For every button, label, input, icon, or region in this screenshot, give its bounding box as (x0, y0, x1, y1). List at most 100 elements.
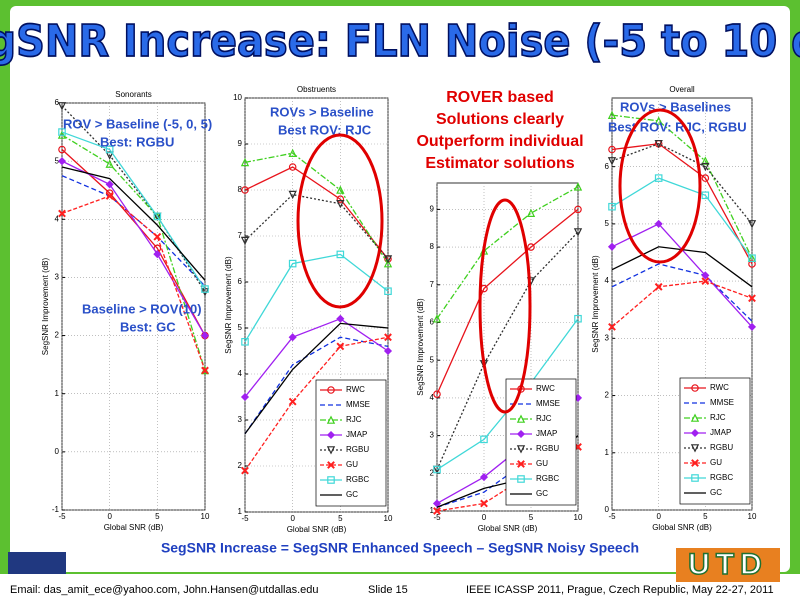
series-line (611, 280, 753, 328)
legend-label: GU (346, 460, 358, 469)
marker (748, 294, 756, 303)
marker (240, 236, 250, 246)
marker (336, 314, 345, 323)
marker (527, 243, 535, 251)
y-tick-label: 1 (605, 448, 610, 457)
legend-label: RJC (536, 414, 552, 423)
legend-label: RGBU (536, 444, 559, 453)
y-tick-label: 10 (233, 93, 242, 102)
marker (201, 285, 209, 293)
legend-marker (516, 429, 526, 439)
annotation: Baseline > ROV(10) (82, 301, 202, 316)
marker (608, 145, 616, 154)
marker (701, 162, 710, 172)
legend-marker (690, 413, 700, 422)
y-tick-label: 1 (238, 507, 243, 516)
formula: SegSNR Increase = SegSNR Enhanced Speech… (161, 540, 639, 556)
y-tick-label: 5 (605, 219, 610, 228)
legend-label: RJC (710, 413, 726, 422)
marker (58, 209, 66, 218)
y-tick-label: 5 (430, 355, 435, 364)
y-tick-label: 8 (238, 185, 243, 194)
chart-title: Obstruents (297, 85, 336, 94)
y-tick-label: 2 (238, 461, 243, 470)
marker (288, 148, 297, 157)
x-tick-label: 10 (384, 514, 393, 523)
highlight-ellipse (618, 108, 702, 264)
utd-logo (676, 548, 780, 582)
marker (701, 271, 710, 280)
marker (105, 192, 114, 200)
series-line (436, 208, 579, 395)
annotation: ROVs > Baselines (620, 99, 731, 114)
y-tick-label: 5 (238, 323, 243, 332)
marker (701, 277, 710, 286)
series-line (244, 318, 389, 398)
y-tick-label: 2 (605, 391, 610, 400)
legend-marker (691, 474, 699, 482)
y-tick-label: 5 (55, 156, 60, 165)
series-line (244, 193, 389, 260)
marker (383, 259, 393, 268)
conf-logo (8, 552, 66, 574)
x-tick-label: -5 (241, 514, 249, 523)
series-line (61, 134, 206, 371)
legend-label: RWC (346, 385, 365, 394)
series-line (611, 263, 753, 322)
marker (383, 346, 393, 356)
chart-title: Sonorants (115, 90, 151, 99)
marker (383, 255, 393, 264)
legend-label: RGBU (710, 443, 733, 452)
legend-label: GC (710, 488, 722, 497)
marker (607, 157, 617, 166)
legend-marker (691, 459, 699, 467)
y-axis-label: SegSNR Improvement (dB) (591, 255, 600, 353)
marker (608, 202, 616, 211)
marker (105, 180, 114, 189)
marker (748, 260, 756, 268)
highlight-ellipse (296, 133, 384, 309)
y-tick-label: 3 (238, 415, 243, 424)
legend-label: MMSE (536, 399, 560, 408)
series-line (611, 143, 753, 265)
series-line (244, 322, 389, 435)
marker (607, 110, 617, 119)
marker (241, 466, 249, 475)
x-tick-label: 5 (155, 512, 160, 521)
legend-label: GU (710, 458, 722, 467)
footer-email: Email: das_amit_ece@yahoo.com, John.Hans… (10, 584, 319, 596)
annotation: Best ROV: RJC, RGBU (608, 119, 747, 134)
marker (526, 208, 536, 217)
marker (200, 331, 210, 340)
legend-marker (326, 446, 336, 455)
x-tick-label: 10 (748, 512, 757, 521)
marker (654, 116, 663, 125)
x-axis-label: Global SNR (dB) (652, 523, 712, 532)
marker (57, 157, 67, 166)
annotation: Best ROV: RJC (278, 122, 372, 137)
legend-label: RGBC (346, 475, 369, 484)
x-tick-label: 10 (201, 512, 210, 521)
marker (573, 182, 583, 191)
legend-marker (690, 444, 700, 453)
marker (747, 220, 757, 229)
x-tick-label: -5 (58, 512, 66, 521)
x-tick-label: -5 (433, 513, 441, 522)
legend-label: MMSE (346, 400, 370, 409)
y-tick-label: 7 (238, 231, 243, 240)
y-tick-label: 1 (55, 389, 60, 398)
marker (336, 200, 345, 209)
legend-label: GC (536, 489, 548, 498)
y-tick-label: 6 (238, 277, 243, 286)
footer-slide: Slide 15 (368, 584, 408, 596)
marker (240, 392, 250, 402)
annotation: ROVs > Baseline (270, 104, 374, 119)
y-tick-label: 4 (55, 214, 60, 223)
marker (240, 157, 250, 167)
legend-label: RGBU (346, 445, 369, 454)
legend-label: JMAP (710, 428, 731, 437)
footer-band (0, 574, 800, 598)
series-line (436, 186, 579, 320)
marker (574, 314, 582, 323)
chart-title: Overall (669, 85, 695, 94)
